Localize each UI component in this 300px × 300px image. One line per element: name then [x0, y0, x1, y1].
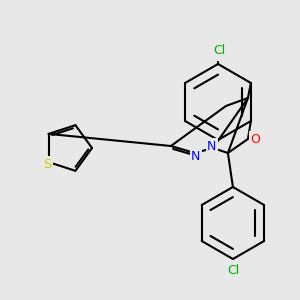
Text: N: N — [191, 149, 201, 163]
Text: Cl: Cl — [227, 265, 239, 278]
Text: Cl: Cl — [213, 44, 225, 56]
Text: O: O — [250, 133, 260, 146]
Text: S: S — [44, 158, 52, 171]
Text: N: N — [207, 140, 217, 152]
